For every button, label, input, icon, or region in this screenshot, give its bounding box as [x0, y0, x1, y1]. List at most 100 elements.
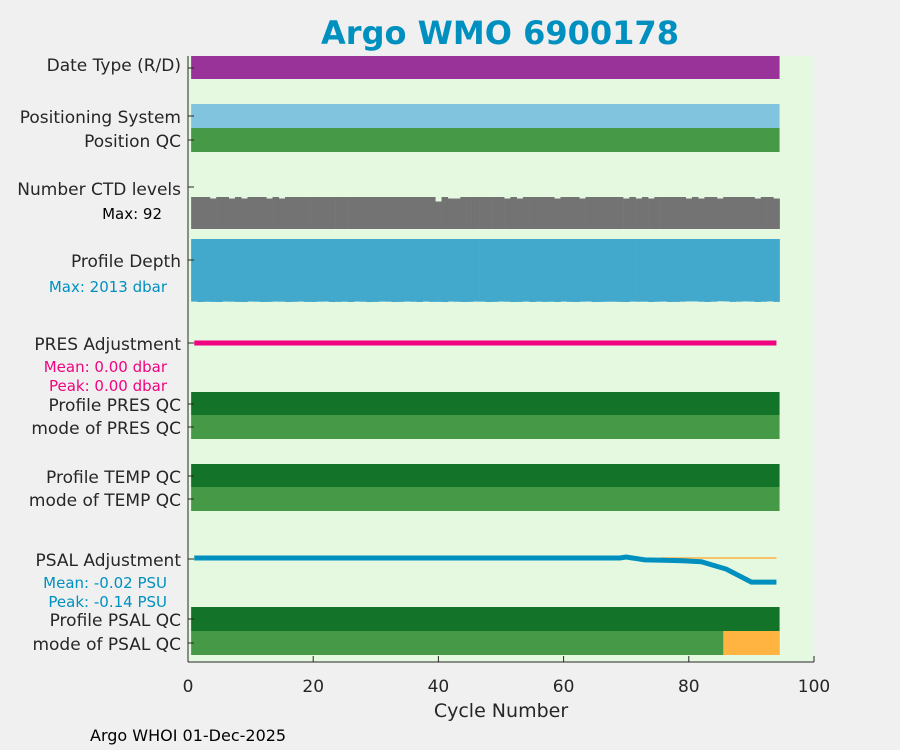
ctd-levels-bar [403, 197, 411, 229]
mode-psal-qc-bar [191, 631, 780, 655]
profile-depth-bar [353, 239, 361, 302]
ctd-levels-bar [203, 197, 211, 229]
ctd-levels-bar [673, 197, 680, 229]
profile-temp-qc-label: Profile TEMP QC [46, 468, 181, 488]
profile-depth-bar [623, 239, 630, 302]
profile-psal-qc-label: Profile PSAL QC [50, 611, 181, 631]
profile-depth-bar [504, 239, 511, 302]
ctd-levels-bar [535, 197, 542, 229]
profile-depth-bar [485, 239, 492, 302]
ctd-levels-bar [197, 197, 204, 229]
ctd-levels-bar [360, 197, 367, 229]
profile-depth-bar [416, 239, 424, 302]
ctd-levels-bar [479, 197, 486, 229]
ctd-levels-bar [303, 197, 311, 229]
mode-pres-qc-label: mode of PRES QC [31, 419, 181, 439]
profile-pres-qc-label: Profile PRES QC [48, 396, 181, 416]
ctd-levels-bar [585, 197, 593, 229]
profile-depth-bar [685, 239, 693, 302]
profile-depth-bar [397, 239, 405, 302]
ctd-levels-bar [328, 197, 336, 229]
ctd-levels-bar [516, 198, 524, 229]
ctd-levels-bar [222, 197, 229, 229]
ctd-levels-bar [729, 197, 737, 229]
ctd-levels-bar [234, 197, 242, 229]
profile-depth-bar [272, 239, 280, 302]
psal-adjustment-mean: Mean: -0.02 PSU [43, 574, 167, 592]
profile-depth-bar [648, 239, 655, 302]
ctd-levels-bar [353, 197, 361, 229]
profile-depth-bar [491, 239, 499, 302]
ctd-levels-bar [278, 198, 286, 229]
profile-depth-bar [366, 239, 373, 302]
profile-depth-bar [579, 239, 586, 302]
profile-depth-bar [360, 239, 367, 302]
profile-depth-bar [610, 239, 618, 302]
profile-depth-bar [541, 239, 549, 302]
profile-depth-bar [754, 239, 762, 302]
ctd-levels-bar [685, 198, 693, 229]
ctd-levels-bar [416, 197, 424, 229]
x-tick-label: 20 [302, 677, 324, 697]
ctd-levels-bar [742, 197, 749, 229]
ctd-levels-bar [285, 197, 292, 229]
profile-depth-bar [660, 239, 668, 302]
ctd-levels-bar [547, 197, 555, 229]
profile-depth-bar [773, 239, 780, 302]
ctd-levels-bar [454, 198, 461, 229]
date-type-bar [191, 56, 780, 79]
profile-depth-bar [303, 239, 311, 302]
profile-depth-bar [291, 239, 298, 302]
profile-depth-bar [372, 239, 380, 302]
ctd-levels-bar [623, 198, 630, 229]
mode-temp-qc-label: mode of TEMP QC [29, 491, 181, 511]
profile-depth-bar [529, 239, 536, 302]
ctd-levels-bar [522, 197, 530, 229]
profile-depth-label: Profile Depth [71, 252, 181, 272]
profile-depth-bar [723, 239, 730, 302]
pres-adjustment-label: PRES Adjustment [34, 335, 181, 355]
profile-depth-bar [735, 239, 743, 302]
ctd-levels-bar [572, 197, 580, 229]
ctd-levels-bar [472, 197, 480, 229]
ctd-levels-bar [291, 197, 298, 229]
ctd-levels-bar [773, 198, 780, 229]
position-qc-bar [191, 128, 780, 152]
ctd-levels-bar [410, 197, 417, 229]
ctd-levels-bar [272, 197, 280, 229]
x-tick-label: 80 [678, 677, 700, 697]
profile-depth-bar [297, 239, 305, 302]
profile-depth-bar [698, 239, 705, 302]
profile-depth-bar [522, 239, 530, 302]
ctd-levels-bar [748, 197, 755, 229]
profile-pres-qc-bar [191, 392, 780, 415]
ctd-levels-bar [716, 198, 724, 229]
profile-depth-bar [241, 239, 248, 302]
mode-temp-qc-bar [191, 487, 780, 511]
mode-pres-qc-bar [191, 415, 780, 439]
ctd-levels-bar [679, 197, 686, 229]
profile-depth-bar [666, 239, 674, 302]
psal-adjustment-line [194, 554, 777, 585]
ctd-levels-bar [660, 197, 668, 229]
profile-depth-bar [259, 239, 267, 302]
x-tick-label: 60 [553, 677, 575, 697]
ctd-levels-bar [228, 198, 236, 229]
ctd-levels-bar [635, 198, 643, 229]
profile-depth-bar [454, 239, 461, 302]
ctd-levels-bar [554, 198, 561, 229]
ctd-levels-bar [385, 197, 392, 229]
profile-depth-bar [228, 239, 236, 302]
ctd-levels-bar [466, 197, 474, 229]
psal-adjustment-peak: Peak: -0.14 PSU [48, 593, 167, 611]
pres-adjustment-peak: Peak: 0.00 dbar [49, 377, 168, 395]
ctd-levels-bar [266, 198, 273, 229]
ctd-levels-bar [391, 197, 399, 229]
ctd-levels-bar [247, 197, 255, 229]
profile-depth-bar [422, 239, 430, 302]
profile-depth-bar [216, 239, 223, 302]
profile-depth-bar [460, 239, 467, 302]
profile-depth-bar [616, 239, 624, 302]
ctd-levels-bar [666, 197, 674, 229]
profile-depth-bar [767, 239, 774, 302]
